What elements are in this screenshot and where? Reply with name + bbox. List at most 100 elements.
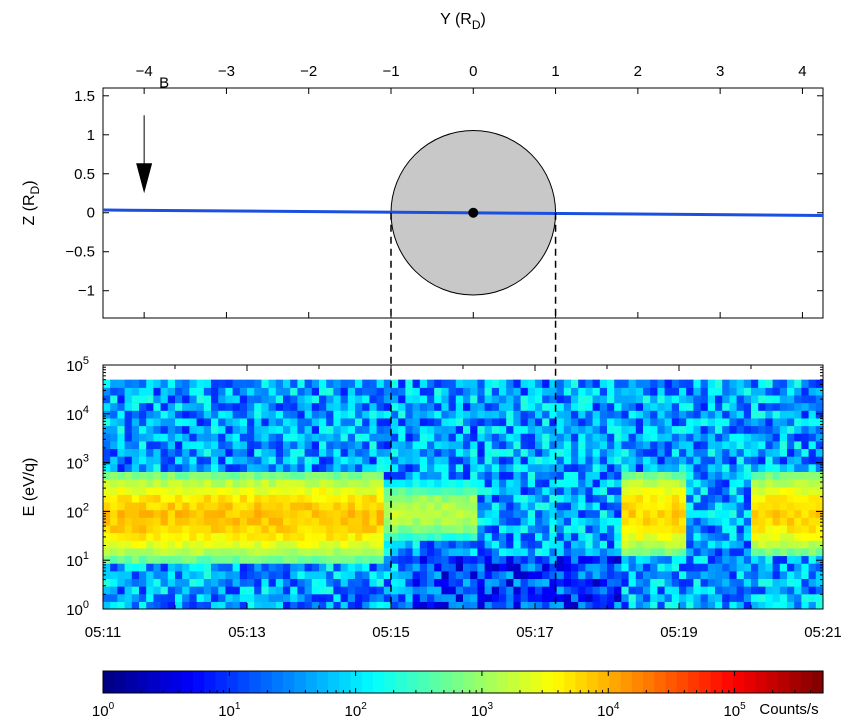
spectrogram-cell xyxy=(578,464,586,472)
spectrogram-cell xyxy=(499,433,507,441)
spectrogram-cell xyxy=(506,601,514,609)
spectrogram-cell xyxy=(578,433,586,441)
spectrogram-cell xyxy=(269,533,277,541)
spectrogram-cell xyxy=(319,426,327,434)
spectrogram-cell xyxy=(283,494,291,502)
spectrogram-cell xyxy=(319,510,327,518)
spectrogram-cell xyxy=(614,464,622,472)
spectrogram-cell xyxy=(125,517,133,525)
spectrogram-cell xyxy=(312,403,320,411)
spectrogram-cell xyxy=(233,586,241,594)
spectrogram-cell xyxy=(153,479,161,487)
spectrogram-cell xyxy=(506,387,514,395)
spectrogram-cell xyxy=(715,578,723,586)
spectrogram-cell xyxy=(751,448,759,456)
spectrogram-cell xyxy=(290,502,298,510)
spectrogram-cell xyxy=(312,525,320,533)
spectrogram-cell xyxy=(218,548,226,556)
spectrogram-cell xyxy=(679,418,687,426)
spectrogram-cell xyxy=(816,563,824,571)
spectrogram-cell xyxy=(117,433,125,441)
spectrogram-cell xyxy=(233,426,241,434)
spectrogram-cell xyxy=(629,548,637,556)
spectrogram-cell xyxy=(801,487,809,495)
spectrogram-cell xyxy=(125,395,133,403)
spectrogram-cell xyxy=(492,471,500,479)
spectrogram-cell xyxy=(751,380,759,388)
spectrogram-cell xyxy=(225,387,233,395)
spectrogram-cell xyxy=(405,571,413,579)
spectrogram-cell xyxy=(715,571,723,579)
spectrogram-cell xyxy=(276,479,284,487)
spectrogram-cell xyxy=(305,601,313,609)
orbit-y-tick-label: 1 xyxy=(87,127,95,144)
spectrogram-cell xyxy=(600,594,608,602)
spectrogram-cell xyxy=(427,571,435,579)
spectrogram-cell xyxy=(737,433,745,441)
spectrogram-cell xyxy=(614,410,622,418)
spectrogram-cell xyxy=(463,448,471,456)
spectrogram-cell xyxy=(132,555,140,563)
spectrogram-cell xyxy=(103,410,111,418)
spectrogram-cell xyxy=(348,510,356,518)
spectrogram-cell xyxy=(729,548,737,556)
spectrogram-cell xyxy=(636,594,644,602)
spectrogram-cell xyxy=(182,601,190,609)
spectrogram-cell xyxy=(434,594,442,602)
colorbar-cell xyxy=(148,671,160,693)
spectrogram-cell xyxy=(168,471,176,479)
spectrogram-cell xyxy=(492,403,500,411)
spectrogram-cell xyxy=(758,395,766,403)
spectrogram-cell xyxy=(175,601,183,609)
spectrogram-cell xyxy=(672,448,680,456)
spectrogram-cell xyxy=(168,441,176,449)
spectrogram-cell xyxy=(434,502,442,510)
spectrogram-cell xyxy=(463,395,471,403)
spectrogram-cell xyxy=(477,502,485,510)
spectrogram-cell xyxy=(614,578,622,586)
spectrogram-cell xyxy=(369,540,377,548)
spectrogram-cell xyxy=(686,441,694,449)
spectrogram-cell xyxy=(665,448,673,456)
spectrogram-cell xyxy=(283,387,291,395)
spectrogram-cell xyxy=(485,548,493,556)
spectrogram-cell xyxy=(125,380,133,388)
spectrogram-cell xyxy=(290,487,298,495)
spectrogram-cell xyxy=(643,426,651,434)
spectrogram-cell xyxy=(153,418,161,426)
spectrogram-cell xyxy=(153,441,161,449)
spectrogram-cell xyxy=(276,548,284,556)
spectrogram-cell xyxy=(657,533,665,541)
spectrogram-cell xyxy=(773,594,781,602)
spectrogram-cell xyxy=(765,502,773,510)
spectrogram-cell xyxy=(139,441,147,449)
spectrogram-cell xyxy=(722,571,730,579)
spectrogram-cell xyxy=(398,456,406,464)
spectrogram-cell xyxy=(758,464,766,472)
spectrogram-cell xyxy=(470,418,478,426)
spectrogram-cell xyxy=(665,441,673,449)
spectrogram-cell xyxy=(693,380,701,388)
spectrogram-cell xyxy=(269,525,277,533)
spectrogram-cell xyxy=(355,502,363,510)
spectrogram-cell xyxy=(283,510,291,518)
spectrogram-cell xyxy=(485,525,493,533)
spectrogram-cell xyxy=(326,471,334,479)
spectrogram-cell xyxy=(758,571,766,579)
spectrogram-cell xyxy=(751,548,759,556)
spectrogram-cell xyxy=(564,387,572,395)
spectrogram-cell xyxy=(470,456,478,464)
spectrogram-cell xyxy=(542,418,550,426)
spectrogram-cell xyxy=(780,517,788,525)
spectrogram-cell xyxy=(722,578,730,586)
spectrogram-cell xyxy=(794,418,802,426)
spectrogram-cell xyxy=(261,494,269,502)
spectrogram-cell xyxy=(571,380,579,388)
spectrogram-cell xyxy=(290,448,298,456)
spectrogram-cell xyxy=(470,426,478,434)
spectrogram-cell xyxy=(650,594,658,602)
spectrogram-cell xyxy=(290,395,298,403)
spectrogram-cell xyxy=(312,578,320,586)
spectrogram-cell xyxy=(283,433,291,441)
spectrogram-cell xyxy=(283,448,291,456)
